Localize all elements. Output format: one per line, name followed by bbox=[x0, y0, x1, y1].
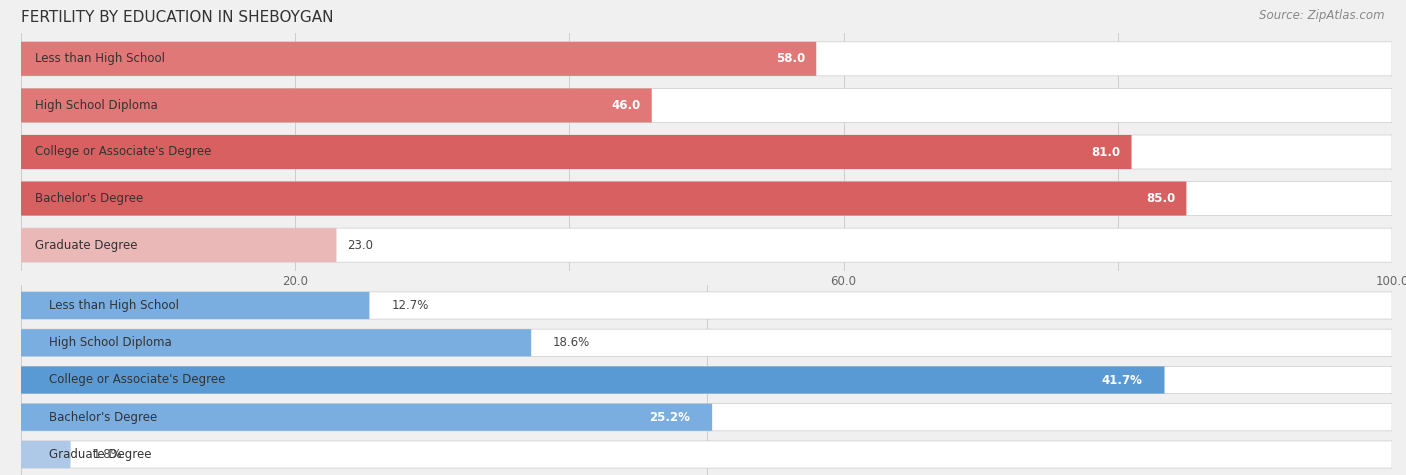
FancyBboxPatch shape bbox=[21, 181, 1187, 216]
Text: Graduate Degree: Graduate Degree bbox=[35, 238, 138, 252]
Text: Less than High School: Less than High School bbox=[35, 52, 165, 66]
FancyBboxPatch shape bbox=[21, 441, 70, 468]
Text: 46.0: 46.0 bbox=[612, 99, 641, 112]
FancyBboxPatch shape bbox=[21, 88, 652, 123]
FancyBboxPatch shape bbox=[21, 404, 1392, 431]
Text: College or Associate's Degree: College or Associate's Degree bbox=[35, 145, 211, 159]
FancyBboxPatch shape bbox=[21, 228, 1392, 262]
Text: Bachelor's Degree: Bachelor's Degree bbox=[48, 411, 156, 424]
Text: Graduate Degree: Graduate Degree bbox=[48, 448, 150, 461]
Text: FERTILITY BY EDUCATION IN SHEBOYGAN: FERTILITY BY EDUCATION IN SHEBOYGAN bbox=[21, 10, 333, 25]
FancyBboxPatch shape bbox=[21, 42, 1392, 76]
Text: 18.6%: 18.6% bbox=[553, 336, 591, 349]
FancyBboxPatch shape bbox=[21, 181, 1392, 216]
FancyBboxPatch shape bbox=[21, 292, 1392, 319]
Text: 1.8%: 1.8% bbox=[93, 448, 122, 461]
Text: 81.0: 81.0 bbox=[1091, 145, 1121, 159]
FancyBboxPatch shape bbox=[21, 329, 1392, 356]
FancyBboxPatch shape bbox=[21, 228, 336, 262]
Text: Bachelor's Degree: Bachelor's Degree bbox=[35, 192, 143, 205]
Text: 12.7%: 12.7% bbox=[391, 299, 429, 312]
Text: 58.0: 58.0 bbox=[776, 52, 806, 66]
FancyBboxPatch shape bbox=[21, 292, 370, 319]
FancyBboxPatch shape bbox=[21, 88, 1392, 123]
FancyBboxPatch shape bbox=[21, 329, 531, 356]
FancyBboxPatch shape bbox=[21, 135, 1392, 169]
Text: High School Diploma: High School Diploma bbox=[35, 99, 157, 112]
Text: Source: ZipAtlas.com: Source: ZipAtlas.com bbox=[1260, 10, 1385, 22]
FancyBboxPatch shape bbox=[21, 404, 711, 431]
Text: High School Diploma: High School Diploma bbox=[48, 336, 172, 349]
FancyBboxPatch shape bbox=[21, 441, 1392, 468]
FancyBboxPatch shape bbox=[21, 366, 1392, 394]
Text: 85.0: 85.0 bbox=[1146, 192, 1175, 205]
Text: Less than High School: Less than High School bbox=[48, 299, 179, 312]
Text: 41.7%: 41.7% bbox=[1101, 373, 1143, 387]
FancyBboxPatch shape bbox=[21, 42, 817, 76]
FancyBboxPatch shape bbox=[21, 366, 1164, 394]
Text: 23.0: 23.0 bbox=[347, 238, 374, 252]
FancyBboxPatch shape bbox=[21, 135, 1132, 169]
Text: 25.2%: 25.2% bbox=[650, 411, 690, 424]
Text: College or Associate's Degree: College or Associate's Degree bbox=[48, 373, 225, 387]
